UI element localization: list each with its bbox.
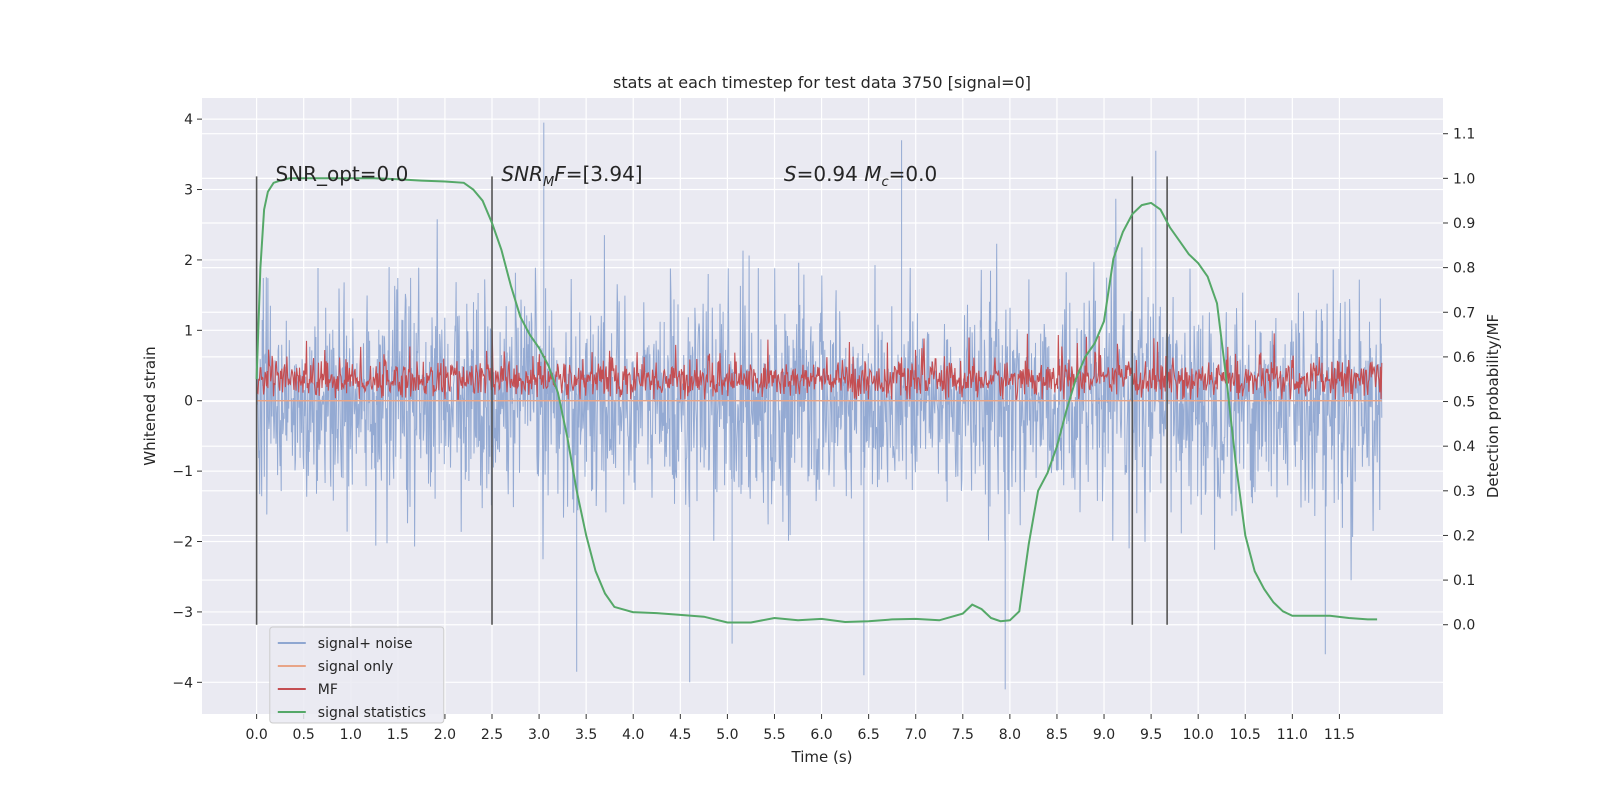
- x-tick-label: 8.0: [999, 727, 1021, 743]
- series-signal-plus-noise: [256, 122, 1383, 690]
- annotation-part: =[3.94]: [566, 162, 643, 186]
- x-tick-label: 10.5: [1230, 727, 1261, 743]
- x-tick-label: 7.5: [952, 727, 974, 743]
- annotation-part: SNR: [501, 162, 543, 186]
- annotation-text: SNR_opt=0.0: [275, 162, 408, 186]
- x-tick-label: 11.5: [1324, 727, 1355, 743]
- x-tick-label: 10.0: [1183, 727, 1214, 743]
- legend-label: signal only: [318, 659, 393, 675]
- y-tick-label-right: 0.8: [1453, 261, 1475, 277]
- y-tick-label-left: 0: [184, 394, 193, 410]
- annotation-text: SNRMF=[3.94]: [501, 162, 642, 190]
- y-tick-label-left: 3: [184, 183, 193, 199]
- x-tick-label: 1.0: [340, 727, 362, 743]
- x-tick-label: 6.0: [810, 727, 832, 743]
- annotation-part: F: [554, 162, 566, 186]
- legend: signal+ noise signal only MF signal statist…: [269, 626, 445, 724]
- data-layer: [255, 122, 1383, 690]
- annotation-part: =0.94: [797, 162, 865, 186]
- annotation-part: S: [784, 162, 797, 186]
- y-tick-label-left: −3: [172, 605, 193, 621]
- annotation-part: c: [882, 175, 889, 190]
- y-axis-label-right: Detection probability/MF: [1484, 314, 1502, 498]
- series-mf: [256, 330, 1383, 400]
- x-tick-label: 1.5: [387, 727, 409, 743]
- y-tick-label-left: 2: [184, 253, 193, 269]
- annotation-part: M: [543, 175, 554, 190]
- annotation-text: S=0.94 Mc=0.0: [784, 162, 937, 190]
- y-tick-label-right: 0.0: [1453, 618, 1475, 634]
- x-tick-label: 0.0: [245, 727, 267, 743]
- x-tick-label: 5.0: [716, 727, 738, 743]
- x-tick-label: 3.0: [528, 727, 550, 743]
- axes-ticks: 0.0 0.5 1.0 1.5 2.0 2.5 3.0 3.5 4.0 4.5 5.0 5.5 6.0 6…: [172, 112, 1475, 743]
- legend-box: [269, 626, 445, 724]
- y-tick-label-right: 1.0: [1453, 171, 1475, 187]
- y-tick-label-right: 0.3: [1453, 484, 1475, 500]
- annotation-part: M: [864, 162, 881, 186]
- x-tick-label: 2.5: [481, 727, 503, 743]
- y-tick-label-right: 0.9: [1453, 216, 1475, 232]
- x-tick-label: 3.5: [575, 727, 597, 743]
- y-tick-label-left: −2: [172, 535, 193, 551]
- y-tick-label-right: 0.6: [1453, 350, 1475, 366]
- x-tick-label: 4.5: [669, 727, 691, 743]
- y-tick-label-right: 0.5: [1453, 395, 1475, 411]
- x-tick-label: 7.0: [905, 727, 927, 743]
- legend-label: signal statistics: [318, 705, 426, 721]
- legend-label: MF: [318, 682, 338, 698]
- y-tick-label-left: 1: [184, 323, 193, 339]
- x-tick-label: 2.0: [434, 727, 456, 743]
- y-tick-label-left: −1: [172, 464, 193, 480]
- annotations: SNR_opt=0.0 SNRMF=[3.94] S=0.94 Mc=0.0: [275, 162, 937, 190]
- y-tick-label-left: −4: [172, 675, 193, 691]
- y-tick-label-right: 0.1: [1453, 573, 1475, 589]
- x-axis-label: Time (s): [791, 748, 853, 766]
- series-signal-statistics: [255, 177, 1378, 624]
- annotation-part: SNR_opt=0.0: [275, 162, 408, 186]
- y-tick-label-left: 4: [184, 112, 193, 128]
- x-tick-label: 9.0: [1093, 727, 1115, 743]
- x-tick-label: 0.5: [293, 727, 315, 743]
- y-tick-label-right: 1.1: [1453, 127, 1475, 143]
- annotation-part: =0.0: [889, 162, 938, 186]
- x-tick-label: 6.5: [858, 727, 880, 743]
- x-tick-label: 9.5: [1140, 727, 1162, 743]
- x-tick-label: 11.0: [1277, 727, 1308, 743]
- x-tick-label: 5.5: [763, 727, 785, 743]
- y-tick-label-right: 0.2: [1453, 528, 1475, 544]
- y-tick-label-right: 0.4: [1453, 439, 1475, 455]
- x-tick-label: 4.0: [622, 727, 644, 743]
- chart-title: stats at each timestep for test data 375…: [613, 73, 1031, 92]
- y-axis-label-left: Whitened strain: [141, 346, 159, 465]
- legend-label: signal+ noise: [318, 636, 413, 652]
- y-tick-label-right: 0.7: [1453, 305, 1475, 321]
- x-tick-label: 8.5: [1046, 727, 1068, 743]
